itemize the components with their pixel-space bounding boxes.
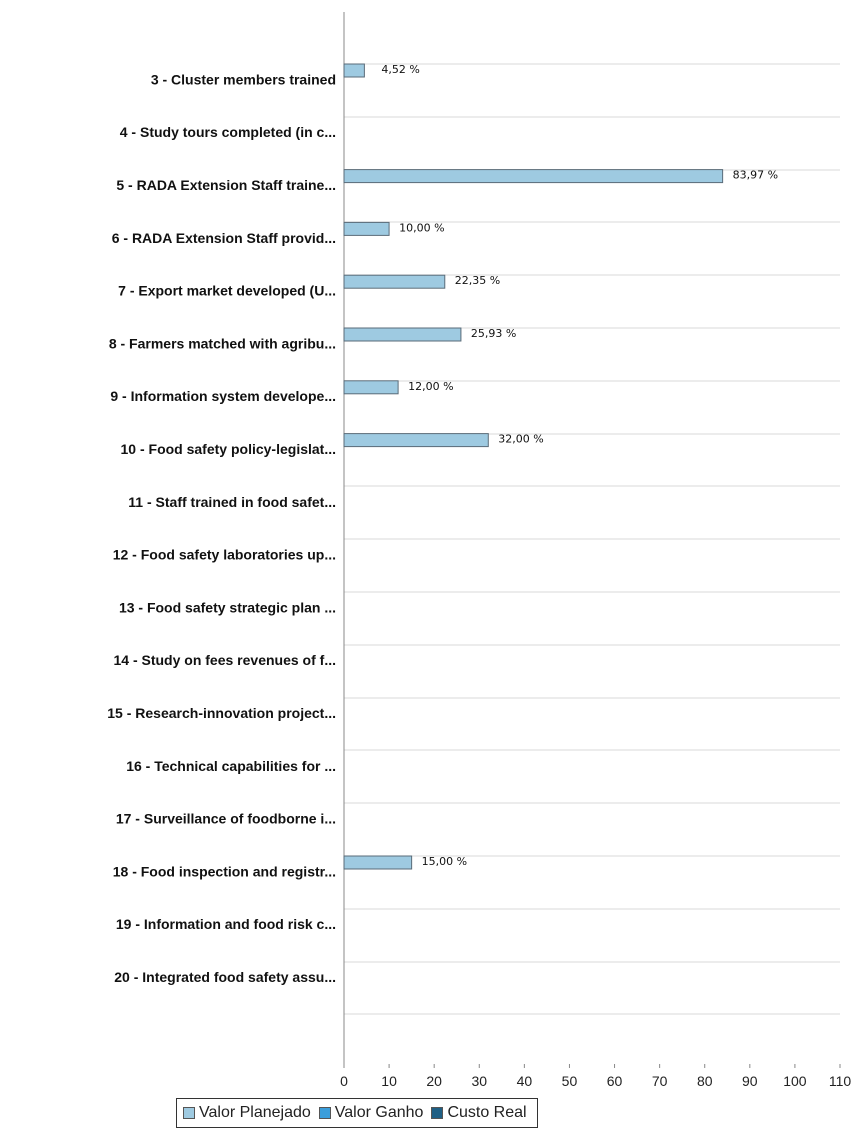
legend-label: Valor Planejado <box>199 1104 311 1121</box>
data-label: 15,00 % <box>422 855 467 868</box>
data-label: 22,35 % <box>455 274 500 287</box>
data-label: 25,93 % <box>471 327 516 340</box>
x-tick-label: 0 <box>340 1073 348 1089</box>
category-label: 15 - Research-innovation project... <box>107 705 336 721</box>
category-label: 17 - Surveillance of foodborne i... <box>116 811 336 827</box>
category-label: 7 - Export market developed (U... <box>118 283 336 299</box>
legend-item: Valor Planejado <box>183 1104 311 1122</box>
x-tick-label: 30 <box>471 1073 487 1089</box>
legend-item: Custo Real <box>431 1104 527 1122</box>
x-tick-label: 60 <box>607 1073 623 1089</box>
legend-swatch <box>431 1107 444 1119</box>
data-label: 83,97 % <box>733 169 778 182</box>
category-label: 9 - Information system develope... <box>110 388 336 404</box>
bar <box>343 63 365 78</box>
x-tick-label: 50 <box>562 1073 578 1089</box>
data-label: 4,52 % <box>381 63 419 76</box>
category-label: 20 - Integrated food safety assu... <box>114 969 336 985</box>
category-label: 12 - Food safety laboratories up... <box>113 547 336 563</box>
legend-label: Valor Ganho <box>334 1104 424 1121</box>
bar <box>343 221 390 236</box>
category-label: 5 - RADA Extension Staff traine... <box>116 177 336 193</box>
legend: Valor Planejado Valor Ganho Custo Real <box>176 1098 538 1128</box>
legend-swatch <box>183 1107 195 1119</box>
legend-label: Custo Real <box>447 1104 527 1121</box>
x-tick-label: 70 <box>652 1073 668 1089</box>
bar <box>343 274 446 289</box>
bar <box>343 855 413 870</box>
data-label: 10,00 % <box>399 221 444 234</box>
bar <box>343 327 462 342</box>
x-tick-label: 40 <box>517 1073 533 1089</box>
category-label: 6 - RADA Extension Staff provid... <box>112 230 336 246</box>
category-label: 16 - Technical capabilities for ... <box>126 758 336 774</box>
category-label: 8 - Farmers matched with agribu... <box>109 335 336 351</box>
bar <box>343 433 489 448</box>
category-label: 11 - Staff trained in food safet... <box>128 494 336 510</box>
category-label: 10 - Food safety policy-legislat... <box>121 441 337 457</box>
category-label: 14 - Study on fees revenues of f... <box>113 652 336 668</box>
x-tick-label: 100 <box>783 1073 807 1089</box>
category-label: 3 - Cluster members trained <box>151 71 336 87</box>
category-label: 13 - Food safety strategic plan ... <box>119 599 336 615</box>
category-label: 18 - Food inspection and registr... <box>113 863 336 879</box>
x-tick-label: 10 <box>381 1073 397 1089</box>
x-tick-label: 80 <box>697 1073 713 1089</box>
bar <box>343 169 724 184</box>
legend-item: Valor Ganho <box>318 1104 424 1122</box>
legend-swatch <box>318 1107 331 1119</box>
x-tick-label: 110 <box>829 1073 852 1089</box>
x-tick-label: 20 <box>426 1073 442 1089</box>
category-label: 4 - Study tours completed (in c... <box>120 124 336 140</box>
bar <box>343 380 399 395</box>
data-label: 12,00 % <box>408 380 453 393</box>
bar-chart: 3 - Cluster members trained 4 - Study tou… <box>107 12 852 1089</box>
data-label: 32,00 % <box>498 433 543 446</box>
category-label: 19 - Information and food risk c... <box>116 916 336 932</box>
x-tick-label: 90 <box>742 1073 758 1089</box>
